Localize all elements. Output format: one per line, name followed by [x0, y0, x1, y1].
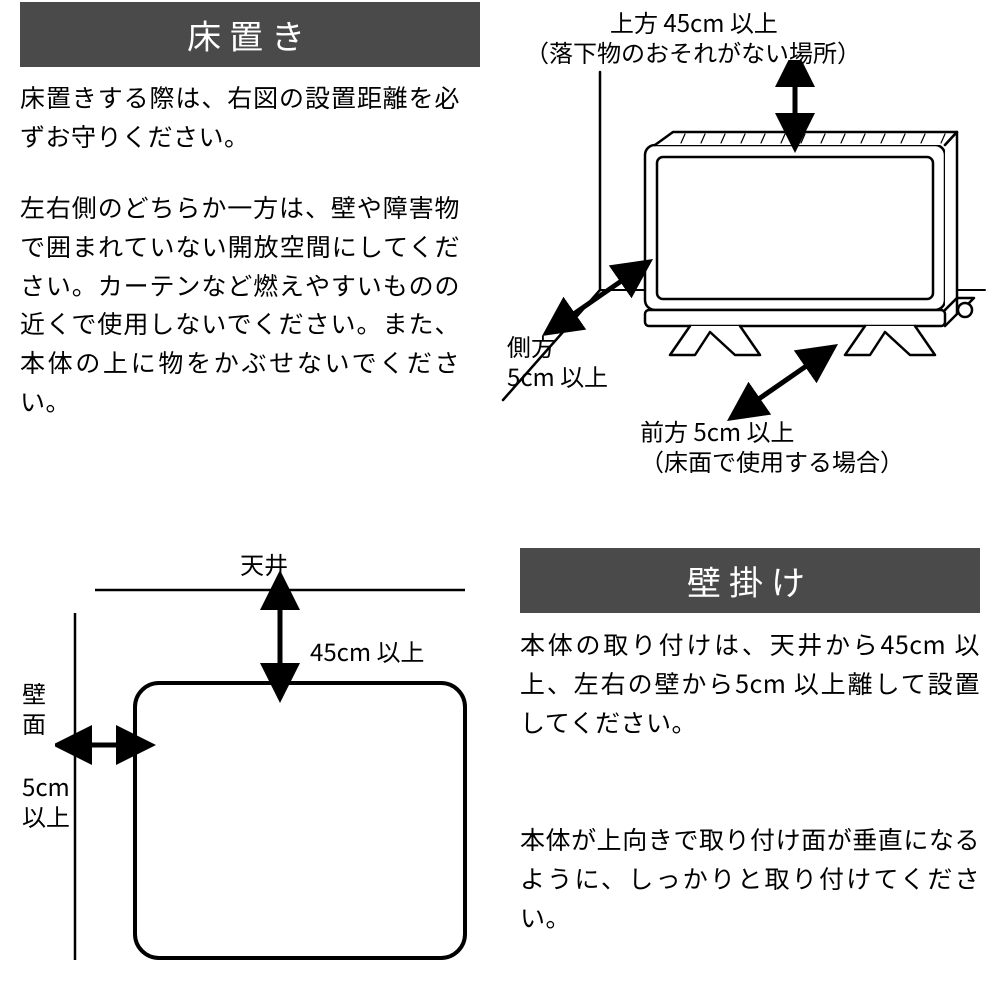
wall-para1: 本体の取り付けは、天井から45cm 以上、左右の壁から5cm 以上離して設置して… — [520, 625, 980, 741]
floor-placement-header: 床置き — [20, 2, 480, 67]
wall-mount-header: 壁掛け — [520, 548, 980, 613]
wall-para2: 本体が上向きで取り付け面が垂直になるように、しっかりと取り付けてください。 — [520, 820, 980, 936]
d2-ceiling-label: 天井 — [240, 548, 288, 579]
d1-side-label-1: 側方 — [507, 330, 555, 361]
d1-front-label-2: （床面で使用する場合） — [640, 445, 904, 476]
d2-top-dist-label: 45cm 以上 — [310, 635, 424, 666]
floor-para2: 左右側のどちらか一方は、壁や障害物で囲まれていない開放空間にしてください。カーテ… — [20, 188, 460, 421]
d1-top-label-2: （落下物のおそれがない場所） — [525, 36, 861, 67]
d1-front-label-1: 前方 5cm 以上 — [640, 415, 795, 446]
d2-side-dist-2: 以上 — [22, 800, 70, 831]
d1-top-label-1: 上方 45cm 以上 — [610, 6, 778, 37]
floor-para1: 床置きする際は、右図の設置距離を必ずお守りください。 — [20, 78, 460, 156]
d2-wall-label-1: 壁 — [22, 677, 46, 708]
wall-diagram — [55, 565, 505, 995]
d1-side-label-2: 5cm 以上 — [507, 360, 608, 391]
d2-side-dist-1: 5cm — [22, 770, 70, 801]
d2-wall-label-2: 面 — [22, 707, 46, 738]
